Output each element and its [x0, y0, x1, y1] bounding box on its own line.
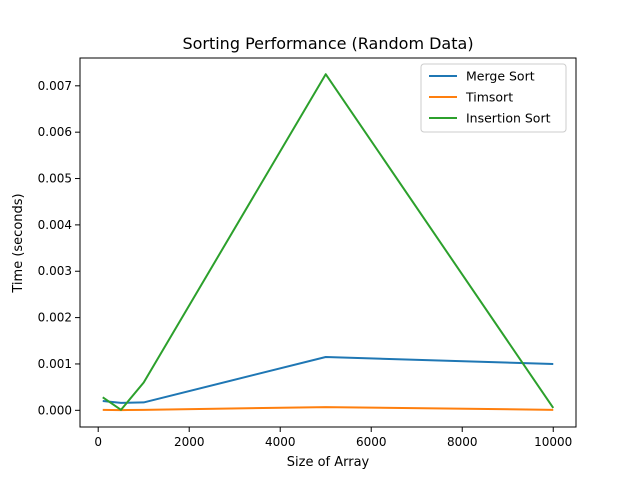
x-tick-label: 4000 — [265, 435, 296, 449]
series-line-0 — [102, 356, 554, 404]
series-layer — [102, 73, 555, 412]
y-tick-label: 0.001 — [38, 357, 72, 371]
y-tick-label: 0.007 — [38, 79, 72, 93]
x-tick-label: 0 — [94, 435, 102, 449]
x-tick-label: 6000 — [356, 435, 387, 449]
y-tick-label: 0.000 — [38, 403, 72, 417]
series-line-2 — [102, 73, 555, 411]
y-tick-label: 0.002 — [38, 311, 72, 325]
y-tick-label: 0.003 — [38, 264, 72, 278]
legend-label-2: Insertion Sort — [466, 111, 551, 126]
legend-box — [420, 63, 567, 133]
chart-title: Sorting Performance (Random Data) — [182, 34, 473, 53]
x-tick-label: 10000 — [534, 435, 572, 449]
y-tick-label: 0.005 — [38, 172, 72, 186]
legend: Merge Sort Timsort Insertion Sort — [420, 63, 567, 133]
series-line-1 — [102, 406, 554, 412]
x-axis-label: Size of Array — [287, 455, 370, 470]
x-axis-ticks: 0 2000 4000 6000 8000 10000 — [94, 427, 572, 449]
legend-label-0: Merge Sort — [466, 69, 535, 84]
plot-area — [79, 57, 577, 428]
x-tick-label: 2000 — [174, 435, 205, 449]
x-tick-label: 8000 — [447, 435, 478, 449]
y-axis-label: Time (seconds) — [11, 193, 26, 293]
legend-label-1: Timsort — [465, 90, 513, 105]
y-tick-label: 0.006 — [38, 125, 72, 139]
y-axis-ticks: 0.000 0.001 0.002 0.003 0.004 0.005 0.006 0.007 — [38, 79, 80, 417]
y-tick-label: 0.004 — [38, 218, 72, 232]
